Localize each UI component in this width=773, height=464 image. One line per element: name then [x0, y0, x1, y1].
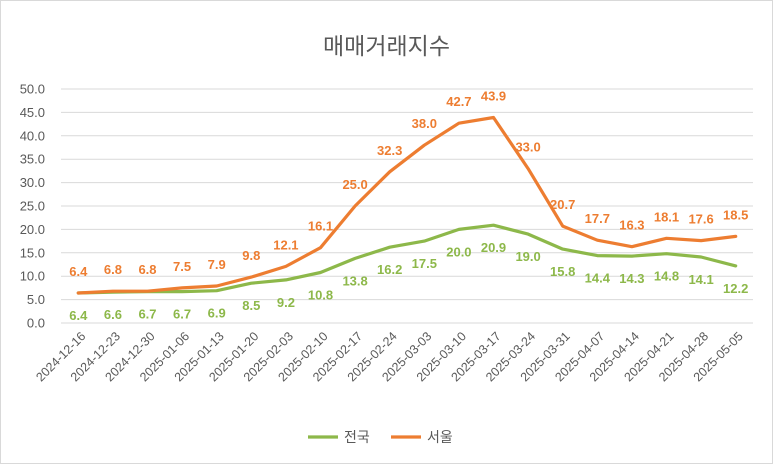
data-label-national: 12.2 — [723, 281, 748, 296]
data-label-national: 14.1 — [688, 272, 713, 287]
data-label-seoul: 20.7 — [550, 197, 575, 212]
y-tick-label: 15.0 — [20, 245, 45, 260]
data-label-seoul: 18.5 — [723, 207, 748, 222]
data-label-national: 9.2 — [277, 295, 295, 310]
data-label-seoul: 16.3 — [619, 218, 644, 233]
data-label-national: 6.7 — [173, 307, 191, 322]
legend-label-national: 전국 — [344, 430, 370, 446]
data-label-seoul: 6.8 — [138, 262, 156, 277]
data-label-seoul: 12.1 — [273, 237, 298, 252]
y-tick-label: 5.0 — [27, 292, 45, 307]
y-tick-label: 30.0 — [20, 175, 45, 190]
data-label-seoul: 6.8 — [104, 262, 122, 277]
legend-label-seoul: 서울 — [427, 430, 453, 446]
chart-title: 매매거래지수 — [323, 34, 450, 60]
data-label-national: 20.0 — [446, 244, 471, 259]
data-label-national: 19.0 — [515, 249, 540, 264]
y-tick-label: 45.0 — [20, 105, 45, 120]
data-label-national: 14.4 — [585, 271, 611, 286]
y-tick-label: 0.0 — [27, 316, 45, 331]
data-label-national: 6.6 — [104, 307, 122, 322]
data-label-seoul: 7.9 — [208, 257, 226, 272]
series-line-seoul — [76, 115, 738, 295]
data-label-seoul: 7.5 — [173, 259, 191, 274]
data-label-seoul: 43.9 — [481, 89, 506, 104]
data-label-seoul: 17.7 — [585, 211, 610, 226]
data-label-national: 6.7 — [138, 307, 156, 322]
data-label-seoul: 6.4 — [69, 264, 88, 279]
data-label-seoul: 17.6 — [688, 212, 713, 227]
data-label-national: 17.5 — [412, 256, 437, 271]
data-label-seoul: 33.0 — [515, 140, 540, 155]
data-label-national: 6.9 — [208, 306, 226, 321]
data-label-national: 13.8 — [342, 273, 367, 288]
data-label-national: 14.3 — [619, 271, 644, 286]
data-label-national: 15.8 — [550, 264, 575, 279]
data-label-national: 10.8 — [308, 287, 333, 302]
data-label-national: 20.9 — [481, 240, 506, 255]
data-label-seoul: 32.3 — [377, 143, 402, 158]
data-label-national: 6.4 — [69, 308, 88, 323]
y-tick-label: 10.0 — [20, 269, 45, 284]
data-label-seoul: 9.8 — [242, 248, 260, 263]
series-line-national — [76, 223, 738, 295]
data-label-seoul: 42.7 — [446, 94, 471, 109]
y-tick-label: 20.0 — [20, 222, 45, 237]
data-label-seoul: 16.1 — [308, 219, 333, 234]
data-label-seoul: 25.0 — [342, 177, 367, 192]
data-label-national: 8.5 — [242, 298, 260, 313]
y-tick-label: 25.0 — [20, 199, 45, 214]
data-label-national: 14.8 — [654, 269, 679, 284]
data-label-national: 16.2 — [377, 262, 402, 277]
y-tick-label: 35.0 — [20, 152, 45, 167]
y-tick-label: 50.0 — [20, 82, 45, 97]
data-label-seoul: 38.0 — [412, 116, 437, 131]
y-tick-label: 40.0 — [20, 128, 45, 143]
data-label-seoul: 18.1 — [654, 209, 679, 224]
